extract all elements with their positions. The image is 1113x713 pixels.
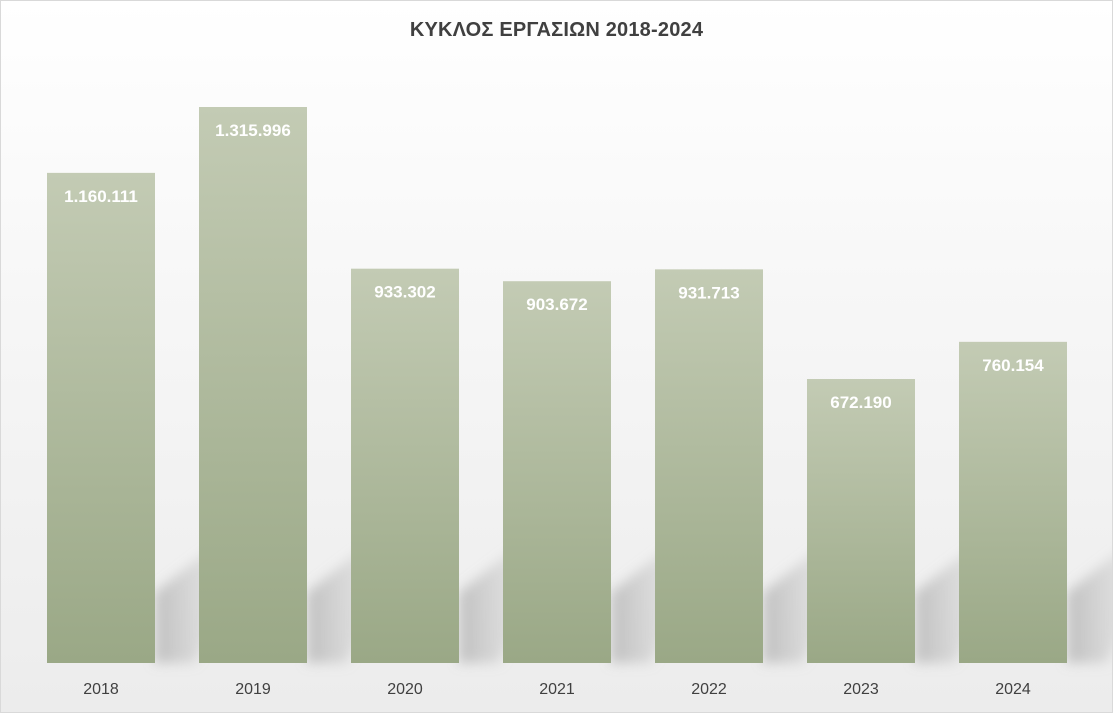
bar-2023 <box>807 379 915 663</box>
bar-2021 <box>503 281 611 663</box>
data-labels-group: 1.160.111 1.315.996 933.302 903.672 931.713 6… <box>64 121 1044 412</box>
data-label: 933.302 <box>374 283 435 302</box>
data-label: 1.160.111 <box>64 187 138 206</box>
x-tick-label: 2019 <box>235 681 271 698</box>
bar-2018 <box>47 172 155 664</box>
bar-2020 <box>351 268 459 663</box>
x-tick-label: 2021 <box>539 681 575 698</box>
bars-group <box>47 107 1067 664</box>
data-label: 931.713 <box>678 283 739 302</box>
bar-2019 <box>199 107 307 663</box>
bar-2022 <box>655 269 763 663</box>
data-label: 903.672 <box>526 295 587 314</box>
data-label: 672.190 <box>830 393 891 412</box>
data-label: 1.315.996 <box>215 121 291 140</box>
x-tick-label: 2023 <box>843 681 879 698</box>
data-label: 760.154 <box>982 356 1044 375</box>
bar-shadow <box>1067 557 1112 663</box>
bar-2024 <box>959 341 1067 663</box>
x-tick-label: 2024 <box>995 681 1031 698</box>
x-tick-label: 2018 <box>83 681 119 698</box>
x-tick-label: 2022 <box>691 681 727 698</box>
chart-title: ΚΥΚΛΟΣ ΕΡΓΑΣΙΩΝ 2018-2024 <box>409 19 704 41</box>
x-tick-label: 2020 <box>387 681 423 698</box>
x-axis-labels: 2018 2019 2020 2021 2022 2023 2024 <box>83 681 1031 698</box>
